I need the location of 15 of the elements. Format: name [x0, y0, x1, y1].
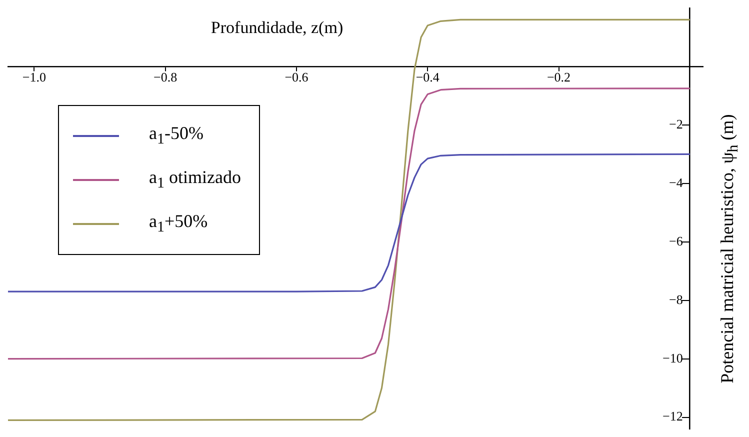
legend-label: a$_{1}$-50%: [149, 123, 204, 149]
legend-label: a$_{1}$ otimizado: [149, 167, 241, 193]
y-tick-label: −6: [669, 233, 684, 248]
x-tick-label: −1.0: [22, 70, 46, 85]
y-tick-label: −4: [669, 174, 684, 190]
x-tick-label: −0.4: [416, 70, 440, 85]
x-axis-title: Profundidade, z(m): [210, 18, 344, 38]
x-tick-label: −0.8: [154, 70, 178, 85]
y-tick-label: −2: [669, 116, 683, 132]
x-tick-label: −0.2: [546, 70, 571, 85]
legend-label: a$_{1}$+50%: [149, 211, 208, 237]
y-tick-label: −12: [662, 408, 683, 424]
y-tick-label: −10: [662, 350, 683, 366]
y-tick-label: −8: [669, 292, 683, 307]
x-tick-label: −0.6: [284, 70, 309, 85]
